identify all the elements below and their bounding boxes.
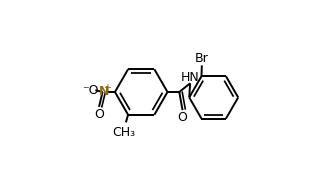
Text: CH₃: CH₃ — [113, 126, 136, 139]
Text: O: O — [178, 111, 188, 124]
Text: HN: HN — [181, 71, 200, 84]
Text: ⁻O: ⁻O — [82, 84, 98, 97]
Text: O: O — [94, 108, 104, 121]
Text: N: N — [99, 85, 109, 98]
Text: Br: Br — [195, 52, 209, 65]
Text: +: + — [103, 83, 111, 93]
